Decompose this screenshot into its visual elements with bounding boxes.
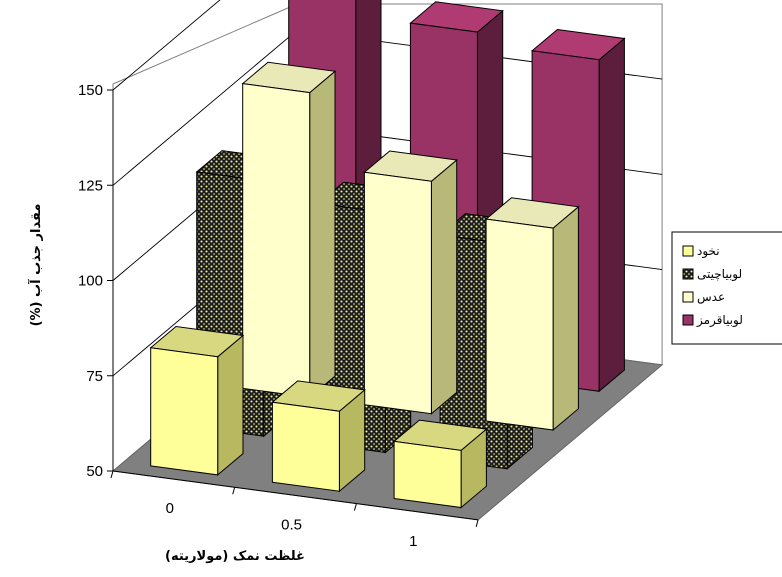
bar-side xyxy=(309,70,336,399)
legend-label: لوبیاچیتی xyxy=(697,267,742,282)
y-tick-labels: 50 75 100 125 150 xyxy=(78,82,113,480)
y-tick-label: 100 xyxy=(78,273,103,290)
legend-swatch xyxy=(682,245,694,257)
legend-label: نخود xyxy=(697,244,720,259)
x-tick-label: 1 xyxy=(409,533,417,550)
bar xyxy=(271,380,366,493)
bar xyxy=(484,197,580,432)
x-axis-line xyxy=(112,470,479,521)
y-tick-label: 125 xyxy=(78,177,103,194)
bar-side xyxy=(552,205,579,432)
bars-group xyxy=(149,0,626,509)
legend-swatch xyxy=(682,314,694,326)
x-tick-labels: 00.51 xyxy=(110,470,479,550)
x-tick-label: 0 xyxy=(166,500,174,517)
bar xyxy=(241,61,337,399)
bar-side xyxy=(598,37,625,393)
x-tick-mark xyxy=(110,470,114,479)
bar-front xyxy=(271,401,340,492)
x-tick-mark xyxy=(353,503,357,511)
legend-swatch xyxy=(682,268,694,280)
bar-front xyxy=(242,83,311,398)
bar xyxy=(392,419,488,509)
bar-front xyxy=(393,440,462,509)
legend-label: عدس xyxy=(697,290,725,305)
gridline xyxy=(112,0,221,91)
bar-side xyxy=(430,158,458,415)
x-tick-mark xyxy=(232,487,236,495)
legend-swatch xyxy=(682,291,694,303)
bar-front xyxy=(363,171,432,415)
x-axis-title: غلظت نمک (مولاریته) xyxy=(165,549,305,564)
bar-side xyxy=(217,334,244,476)
x-tick-mark xyxy=(475,519,479,528)
bar-front xyxy=(485,218,554,431)
legend-label: لوبیاقرمز xyxy=(696,313,743,328)
y-tick-label: 150 xyxy=(78,82,103,99)
legend: نخود لوبیاچیتی عدس لوبیاقرمز xyxy=(671,231,782,345)
bar-front xyxy=(150,347,219,476)
y-tick-label: 75 xyxy=(86,368,103,385)
y-axis-title: مقدار جذب آب (%) xyxy=(27,204,44,327)
y-tick-label: 50 xyxy=(86,463,103,480)
bar xyxy=(149,325,245,476)
bar xyxy=(363,150,458,415)
x-tick-label: 0.5 xyxy=(281,516,302,533)
